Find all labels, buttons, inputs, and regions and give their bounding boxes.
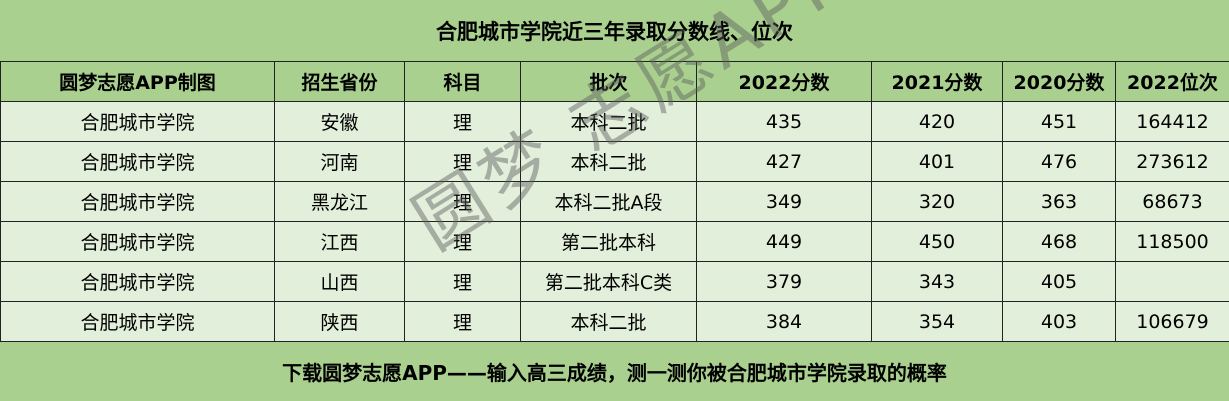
table-cell: 320 (871, 181, 1003, 222)
table-cell: 420 (871, 101, 1003, 142)
table-cell: 379 (696, 261, 872, 302)
column-header: 2022位次 (1115, 61, 1229, 102)
table-cell: 106679 (1115, 301, 1229, 342)
table-cell: 384 (696, 301, 872, 342)
table-cell: 68673 (1115, 181, 1229, 222)
table-cell: 476 (1002, 141, 1116, 182)
table-cell: 435 (696, 101, 872, 142)
column-header: 2022分数 (696, 61, 872, 102)
table-cell: 本科二批A段 (520, 181, 697, 222)
table-row: 合肥城市学院 山西理第二批本科C类 379 343 405 (0, 261, 1229, 302)
table-cell: 本科二批 (520, 141, 697, 182)
table-cell: 理 (404, 301, 521, 342)
table-cell: 363 (1002, 181, 1116, 222)
table-row: 合肥城市学院 安徽理本科二批 435 420 451 164412 (0, 101, 1229, 142)
table-cell: 343 (871, 261, 1003, 302)
table-cell: 合肥城市学院 (0, 101, 275, 142)
table-cell: 理 (404, 141, 521, 182)
header-row: 圆梦志愿APP制图 招生省份 科目 批次 2022分数 2021分数 2020分数 2022位… (0, 61, 1229, 102)
table-cell: 354 (871, 301, 1003, 342)
table-row: 合肥城市学院 河南理本科二批 427 401 476 273612 (0, 141, 1229, 182)
table-cell: 401 (871, 141, 1003, 182)
table-cell: 449 (696, 221, 872, 262)
table-cell: 合肥城市学院 (0, 141, 275, 182)
column-header: 圆梦志愿APP制图 (0, 61, 275, 102)
table-cell: 理 (404, 181, 521, 222)
table-cell (1115, 261, 1229, 302)
footer-banner: 下载圆梦志愿APP——输入高三成绩，测一测你被合肥城市学院录取的概率 (282, 360, 947, 385)
table-cell: 理 (404, 221, 521, 262)
table-cell: 陕西 (274, 301, 405, 342)
table-cell: 理 (404, 101, 521, 142)
column-header: 招生省份 (274, 61, 405, 102)
table-cell: 451 (1002, 101, 1116, 142)
table-cell: 合肥城市学院 (0, 301, 275, 342)
table-cell: 河南 (274, 141, 405, 182)
table-cell: 本科二批 (520, 101, 697, 142)
table-cell: 合肥城市学院 (0, 181, 275, 222)
table-cell: 164412 (1115, 101, 1229, 142)
table-cell: 349 (696, 181, 872, 222)
table-cell: 第二批本科 (520, 221, 697, 262)
table-cell: 273612 (1115, 141, 1229, 182)
column-header: 2021分数 (871, 61, 1003, 102)
admission-table: 圆梦志愿APP制图 招生省份 科目 批次 2022分数 2021分数 2020分数 2022位… (0, 61, 1229, 342)
table-cell: 黑龙江 (274, 181, 405, 222)
table-cell: 468 (1002, 221, 1116, 262)
table-cell: 江西 (274, 221, 405, 262)
table-cell: 427 (696, 141, 872, 182)
table-row: 合肥城市学院 陕西理本科二批 384 354 403 106679 (0, 301, 1229, 342)
table-cell: 理 (404, 261, 521, 302)
table-row: 合肥城市学院 黑龙江理本科二批A段 349 320 363 68673 (0, 181, 1229, 222)
table-cell: 403 (1002, 301, 1116, 342)
column-header: 科目 (404, 61, 521, 102)
table-cell: 450 (871, 221, 1003, 262)
column-header: 2020分数 (1002, 61, 1116, 102)
table-cell: 118500 (1115, 221, 1229, 262)
column-header: 批次 (520, 61, 697, 102)
table-row: 合肥城市学院 江西理第二批本科 449 450 468 118500 (0, 221, 1229, 262)
table-cell: 山西 (274, 261, 405, 302)
table-cell: 405 (1002, 261, 1116, 302)
table-cell: 本科二批 (520, 301, 697, 342)
table-cell: 合肥城市学院 (0, 261, 275, 302)
table-cell: 第二批本科C类 (520, 261, 697, 302)
table-cell: 安徽 (274, 101, 405, 142)
table-title: 合肥城市学院近三年录取分数线、位次 (436, 19, 793, 44)
table-cell: 合肥城市学院 (0, 221, 275, 262)
